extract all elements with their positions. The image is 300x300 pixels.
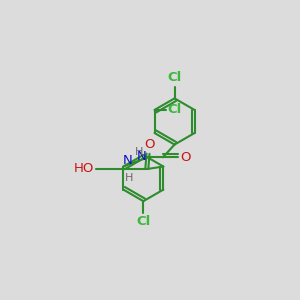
Text: Cl: Cl (136, 215, 151, 229)
Text: HO: HO (74, 162, 94, 175)
Text: O: O (144, 139, 155, 152)
Text: N: N (123, 154, 133, 167)
Text: O: O (180, 151, 191, 164)
Text: H: H (124, 173, 133, 183)
Text: Cl: Cl (167, 103, 182, 116)
Text: H: H (135, 147, 143, 157)
Text: Cl: Cl (167, 71, 182, 84)
Text: N: N (137, 150, 147, 163)
